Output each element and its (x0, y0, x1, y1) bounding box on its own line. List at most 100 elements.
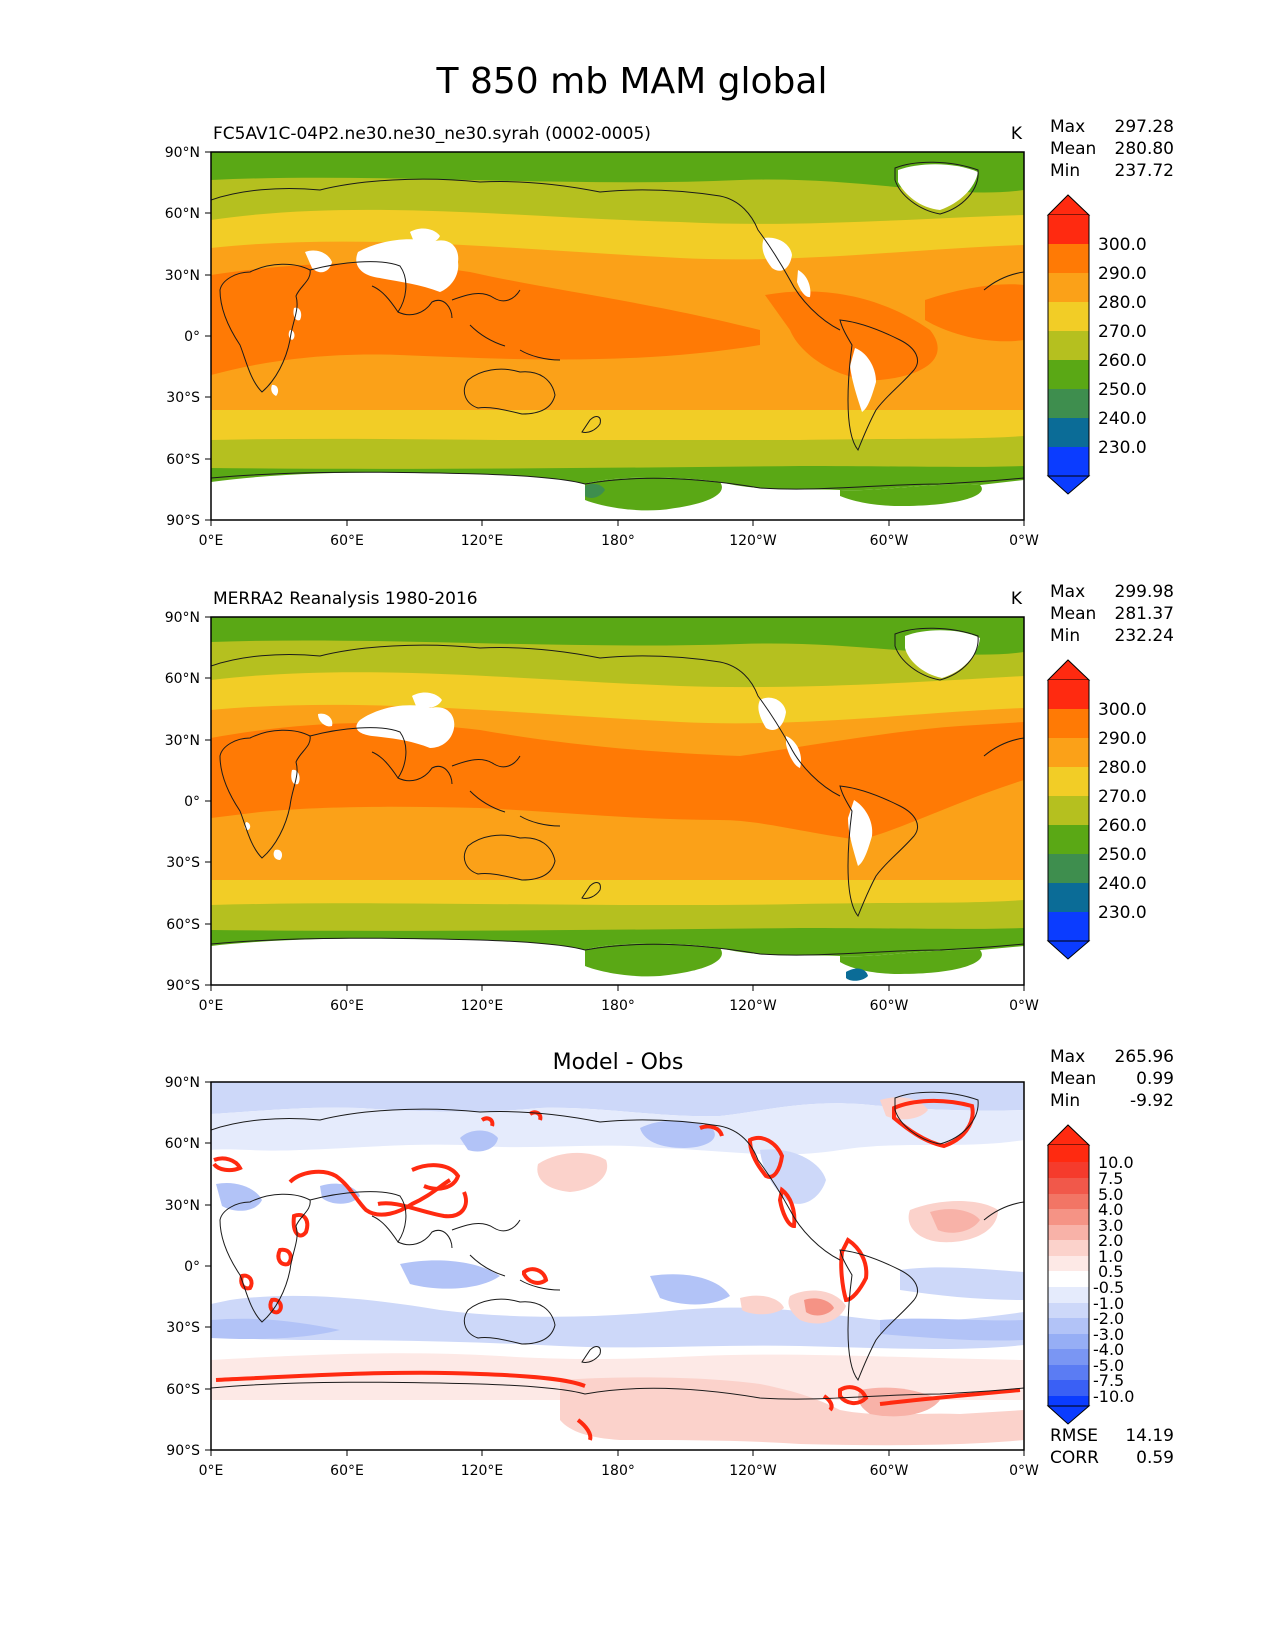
lat-tick-label: 60°S (166, 917, 200, 933)
lon-tick-label: 0°E (199, 1463, 224, 1479)
lon-tick-label: 180° (601, 1463, 635, 1479)
axis-ticks (205, 151, 1025, 526)
stat-min-value: -9.92 (1130, 1091, 1174, 1111)
panel-obs: MERRA2 Reanalysis 1980-2016 K (165, 582, 1174, 1014)
map-plot (211, 1082, 1024, 1450)
figure-title: T 850 mb MAM global (436, 61, 828, 102)
lon-tick-label: 60°W (870, 533, 909, 549)
stat-max-label: Max (1050, 117, 1085, 137)
lat-tick-label: 90°N (165, 610, 200, 626)
lon-tick-label: 0°W (1009, 998, 1039, 1014)
colorbar: 10.0 7.5 5.0 4.0 3.0 2.0 1.0 0.5 -0.5 -1… (1046, 1124, 1134, 1425)
colorbar-label: 290.0 (1098, 729, 1147, 749)
lon-tick-label: 120°W (729, 1463, 777, 1479)
colorbar-label: 7.5 (1098, 1169, 1123, 1188)
lon-tick-label: 180° (601, 533, 635, 549)
axis-ticks (205, 1081, 1025, 1456)
stat-max-value: 265.96 (1115, 1047, 1174, 1067)
colorbar-label: 250.0 (1098, 380, 1147, 400)
lat-tick-label: 60°N (165, 1136, 200, 1152)
rmse-label: RMSE (1050, 1426, 1098, 1446)
difference-field (211, 1082, 1024, 1450)
stat-mean-value: 281.37 (1115, 604, 1174, 624)
lat-tick-label: 30°S (166, 1320, 200, 1336)
colorbar-label: 4.0 (1098, 1200, 1123, 1219)
corr-label: CORR (1050, 1448, 1099, 1468)
colorbar-label: 5.0 (1098, 1185, 1123, 1204)
panel-left-title: FC5AV1C-04P2.ne30.ne30_ne30.syrah (0002-… (213, 124, 651, 144)
colorbar-label: 260.0 (1098, 351, 1147, 371)
colorbar-label: -5.0 (1093, 1356, 1124, 1375)
panel-units: K (1011, 124, 1023, 144)
panel-model: FC5AV1C-04P2.ne30.ne30_ne30.syrah (0002-… (165, 117, 1174, 549)
stat-mean-value: 0.99 (1136, 1069, 1174, 1089)
lon-tick-label: 60°W (870, 1463, 909, 1479)
lat-tick-label: 30°S (166, 855, 200, 871)
colorbar-label: 230.0 (1098, 438, 1147, 458)
colorbar-label: 300.0 (1098, 235, 1147, 255)
coastlines (211, 627, 1024, 956)
colorbar-label: 260.0 (1098, 816, 1147, 836)
colorbar-label: 270.0 (1098, 322, 1147, 342)
lon-tick-label: 120°E (461, 998, 504, 1014)
colorbar-label: 10.0 (1098, 1153, 1134, 1172)
stat-mean-label: Mean (1050, 604, 1096, 624)
panel-difference: Model - Obs (165, 1047, 1174, 1479)
stat-max-value: 297.28 (1115, 117, 1174, 137)
lat-tick-label: 0° (184, 1259, 200, 1275)
lat-tick-label: 30°S (166, 390, 200, 406)
stat-min-value: 232.24 (1115, 626, 1174, 646)
colorbar: 300.0 290.0 280.0 270.0 260.0 250.0 240.… (1046, 194, 1147, 495)
stat-max-label: Max (1050, 582, 1085, 602)
lat-tick-label: 30°N (165, 733, 200, 749)
colorbar-label: 1.0 (1098, 1247, 1123, 1266)
lon-tick-label: 60°E (330, 998, 364, 1014)
rmse-value: 14.19 (1125, 1426, 1174, 1446)
lat-tick-label: 60°S (166, 1382, 200, 1398)
stat-min-label: Min (1050, 626, 1080, 646)
lat-tick-label: 60°S (166, 452, 200, 468)
stat-min-label: Min (1050, 161, 1080, 181)
coastlines (211, 161, 1024, 490)
lat-tick-label: 60°N (165, 206, 200, 222)
colorbar-label: -4.0 (1093, 1340, 1124, 1359)
lat-tick-label: 90°N (165, 145, 200, 161)
lat-tick-label: 90°S (166, 513, 200, 529)
colorbar: 300.0 290.0 280.0 270.0 260.0 250.0 240.… (1046, 659, 1147, 960)
stat-max-value: 299.98 (1115, 582, 1174, 602)
colorbar-label: 240.0 (1098, 874, 1147, 894)
lon-tick-label: 0°E (199, 998, 224, 1014)
lon-tick-label: 60°E (330, 1463, 364, 1479)
lon-tick-label: 120°W (729, 998, 777, 1014)
coastlines (211, 1091, 1024, 1400)
stat-mean-label: Mean (1050, 139, 1096, 159)
colorbar-label: -1.0 (1093, 1294, 1124, 1313)
colorbar-label: -10.0 (1093, 1387, 1134, 1406)
corr-value: 0.59 (1136, 1448, 1174, 1468)
colorbar-label: 280.0 (1098, 758, 1147, 778)
temperature-field (211, 617, 1024, 985)
lon-tick-label: 120°E (461, 1463, 504, 1479)
panel-left-title: MERRA2 Reanalysis 1980-2016 (213, 589, 478, 609)
colorbar-label: -2.0 (1093, 1309, 1124, 1328)
lat-tick-label: 90°S (166, 978, 200, 994)
lon-tick-label: 0°E (199, 533, 224, 549)
colorbar-label: 240.0 (1098, 409, 1147, 429)
lon-tick-label: 60°W (870, 998, 909, 1014)
map-plot (211, 152, 1024, 520)
map-plot (211, 617, 1024, 985)
temperature-field (211, 152, 1024, 520)
lat-tick-label: 30°N (165, 1198, 200, 1214)
stat-mean-value: 280.80 (1115, 139, 1174, 159)
stat-min-value: 237.72 (1115, 161, 1174, 181)
colorbar-label: 250.0 (1098, 845, 1147, 865)
colorbar-label: -7.5 (1093, 1371, 1124, 1390)
lon-tick-label: 0°W (1009, 533, 1039, 549)
stat-min-label: Min (1050, 1091, 1080, 1111)
colorbar-label: 3.0 (1098, 1216, 1123, 1235)
lon-tick-label: 60°E (330, 533, 364, 549)
lon-tick-label: 180° (601, 998, 635, 1014)
colorbar-label: -0.5 (1093, 1278, 1124, 1297)
lon-tick-label: 120°E (461, 533, 504, 549)
